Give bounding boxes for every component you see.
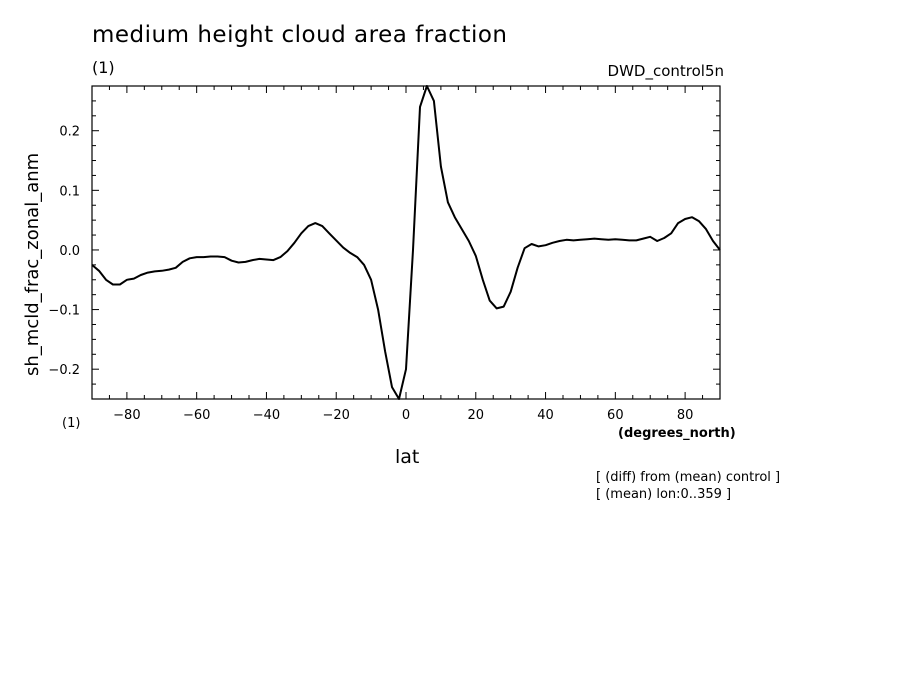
x-tick-label: −80 (113, 408, 140, 423)
y-tick-label: 0.1 (59, 184, 80, 199)
y-tick-label: −0.2 (48, 363, 80, 378)
chart-title: medium height cloud area fraction (92, 22, 508, 48)
x-tick-label: 60 (607, 408, 624, 423)
x-tick-label: 40 (537, 408, 554, 423)
x-tick-label: 80 (677, 408, 694, 423)
x-axis-units: (degrees_north) (618, 426, 736, 441)
note-mean: [ (mean) lon:0..359 ] (596, 487, 732, 502)
y-tick-label: 0.0 (59, 244, 80, 259)
series-line (91, 85, 721, 400)
x-tick-label: 0 (402, 408, 410, 423)
note-diff: [ (diff) from (mean) control ] (596, 470, 781, 485)
plot-frame (91, 85, 721, 400)
units-label-bottom: (1) (62, 416, 81, 431)
x-tick-label: −20 (323, 408, 350, 423)
y-tick-label: 0.2 (59, 125, 80, 140)
x-tick-label: 20 (468, 408, 485, 423)
x-tick-label: −40 (253, 408, 280, 423)
units-label-top: (1) (92, 58, 115, 77)
y-tick-label: −0.1 (48, 304, 80, 319)
run-label: DWD_control5n (607, 62, 724, 80)
plot-area: −80 −60 −40 −20 0 20 40 60 80 −0.2 −0.1 0.0 0.1 0.2 (48, 85, 721, 423)
x-tick-label: −60 (183, 408, 210, 423)
x-axis-label: lat (395, 446, 420, 468)
